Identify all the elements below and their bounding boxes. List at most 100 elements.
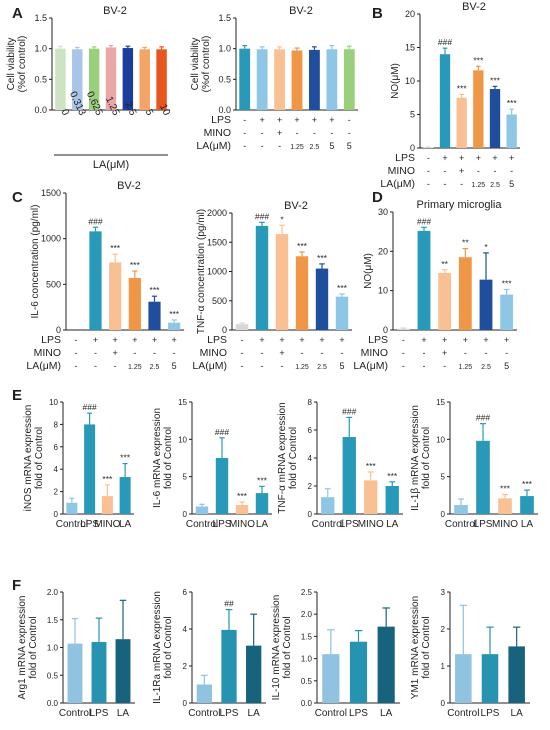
treatment-cell: + xyxy=(459,166,464,176)
y-tick-label: 0 xyxy=(183,510,188,519)
y-tick-label: 8 xyxy=(308,398,313,407)
y-axis-label-line: Cell viability xyxy=(6,38,17,91)
y-axis-label: IL-1Ra mRNA expressionfold of Control xyxy=(152,591,174,704)
y-tick-label: 0.5 xyxy=(301,677,313,686)
treatment-cell: 5 xyxy=(504,361,509,371)
y-tick-label: 2000 xyxy=(207,208,227,218)
y-tick-label: 0.5 xyxy=(34,74,47,84)
treatment-cell: 1.25 xyxy=(472,182,486,189)
treatment-cell: + xyxy=(113,335,118,345)
y-axis-label-line: IL-10 mRNA expression xyxy=(271,595,282,701)
bar xyxy=(88,48,100,110)
bar xyxy=(122,48,134,110)
treatment-cell: - xyxy=(241,361,244,371)
y-axis-label-line: fold of Control xyxy=(163,616,174,678)
y-axis-label-line: iNOS mRNA expression xyxy=(23,405,34,512)
significance-label: *** xyxy=(110,243,121,253)
bar xyxy=(109,262,122,330)
bar xyxy=(506,114,517,148)
bar xyxy=(239,48,251,110)
x-tick-label: 5 xyxy=(143,108,156,118)
treatment-cell: - xyxy=(423,348,426,358)
y-tick-label: 4 xyxy=(54,465,59,474)
treatment-cell: + xyxy=(259,335,264,345)
x-tick-label: 2.5 xyxy=(122,100,138,118)
significance-label: ### xyxy=(342,406,356,416)
treatment-cell: - xyxy=(444,179,447,189)
bar xyxy=(456,97,467,148)
treatment-cell: - xyxy=(485,348,488,358)
bar xyxy=(479,279,493,330)
x-tick-label: Control xyxy=(59,708,91,719)
y-axis-label: Cell viability(%of control) xyxy=(6,36,28,93)
chart-p1: 0.0 0.5 1.0 1.5 Cell viability(%of control) B… xyxy=(6,5,172,171)
chart-p8: 0 5 10 15 IL-6 mRNA expressionfold of Contro… xyxy=(152,398,272,530)
significance-label: *** xyxy=(500,484,511,494)
significance-label: ## xyxy=(224,599,234,609)
bar xyxy=(473,70,484,148)
y-tick-label: 2.0 xyxy=(301,610,313,619)
bar xyxy=(235,324,249,330)
bar xyxy=(128,277,141,330)
significance-label: *** xyxy=(502,278,513,288)
chart-p12: 0 2 4 6 IL-1Ra mRNA expressionfold of Contro… xyxy=(152,588,266,719)
y-tick-label: 6 xyxy=(54,443,59,452)
treatment-row-label: MINO xyxy=(200,347,227,359)
treatment-cell: - xyxy=(261,361,264,371)
y-axis-label-line: (%of control) xyxy=(201,36,212,93)
bar xyxy=(221,629,237,703)
treatment-cell: 2.5 xyxy=(317,364,327,371)
y-axis-label: iNOS mRNA expressionfold of Control xyxy=(23,405,45,512)
treatment-cell: + xyxy=(132,335,137,345)
significance-label: ### xyxy=(476,413,490,423)
treatment-cell: + xyxy=(279,335,284,345)
significance-label: ### xyxy=(255,211,269,221)
y-tick-label: 6 xyxy=(183,588,188,597)
x-tick-label: Control xyxy=(315,708,347,719)
treatment-cell: + xyxy=(279,348,284,358)
significance-label: ** xyxy=(441,259,448,269)
x-tick-label: LPS xyxy=(90,708,109,719)
chart-p10: 0 5 10 15 IL-1β mRNA expressionfold of Contr… xyxy=(410,398,538,530)
treatment-cell: + xyxy=(260,115,265,125)
bar xyxy=(498,498,512,514)
treatment-cell: + xyxy=(421,335,426,345)
y-tick-label: 0.0 xyxy=(34,105,47,115)
x-tick-label: Control xyxy=(188,708,220,719)
y-tick-label: 10 xyxy=(378,286,388,296)
y-tick-label: 0 xyxy=(383,325,388,335)
panel-letter: C xyxy=(12,189,23,206)
chart-p2: 0.0 0.5 1.0 1.5 Cell viability(%of control) B… xyxy=(190,5,358,152)
x-tick-label: 0 xyxy=(58,108,71,118)
significance-label: *** xyxy=(257,475,268,485)
bar xyxy=(139,49,150,110)
bar xyxy=(454,505,468,514)
bar xyxy=(168,322,181,330)
significance-label: ### xyxy=(417,216,431,226)
bar xyxy=(458,257,472,330)
treatment-cell: - xyxy=(114,361,117,371)
treatment-cell: - xyxy=(427,179,430,189)
bar xyxy=(309,49,320,110)
bar xyxy=(67,643,83,703)
y-tick-label: 0 xyxy=(183,699,188,708)
treatment-row-label: LPS xyxy=(368,334,388,346)
y-axis-label: TNF-α mRNA expressionfold of Control xyxy=(277,402,299,513)
panel-letter: F xyxy=(12,577,21,594)
y-tick-label: 15 xyxy=(178,398,187,407)
bar xyxy=(55,48,66,110)
treatment-cell: - xyxy=(321,348,324,358)
y-tick-label: 5 xyxy=(410,110,415,120)
x-tick-label: LPS xyxy=(340,519,359,530)
y-tick-label: 1.5 xyxy=(301,632,313,641)
y-tick-label: 0.5 xyxy=(47,671,59,680)
chart-title: BV-2 xyxy=(117,180,141,192)
significance-label: ** xyxy=(462,238,469,248)
y-axis-label: IL-10 mRNA expressionfold of Control xyxy=(271,595,293,701)
bar xyxy=(455,654,472,703)
x-tick-label: LA xyxy=(386,519,399,530)
y-tick-label: 10 xyxy=(178,435,187,444)
bar xyxy=(255,225,269,330)
